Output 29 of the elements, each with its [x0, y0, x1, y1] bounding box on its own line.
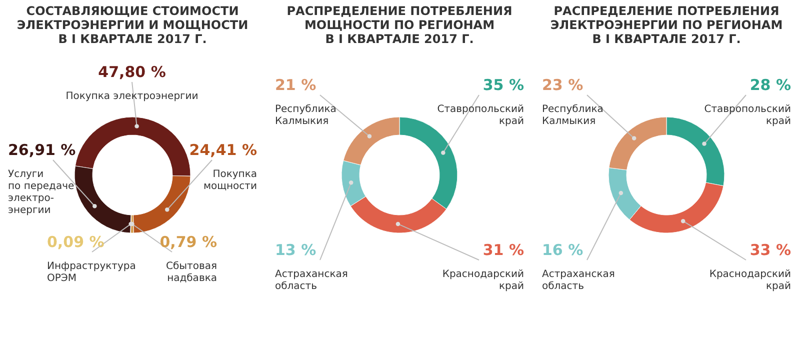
data-label: 33 % [750, 241, 791, 259]
data-label: 47,80 % [98, 63, 166, 81]
slice-label: Республика Калмыкия [275, 104, 336, 127]
slice-label: Покупка электроэнергии [66, 91, 198, 102]
slice-label: Астраханская область [275, 269, 348, 292]
slice-label: Краснодарский край [442, 269, 524, 292]
data-label: 35 % [482, 76, 524, 94]
data-label: 0,79 % [160, 233, 217, 251]
data-label: 0,09 % [47, 233, 104, 251]
slice-label: Астраханская область [542, 269, 615, 292]
data-label: 26,91 % [8, 141, 76, 159]
slice-label: Ставропольский край [704, 104, 791, 127]
chart-title: РАСПРЕДЕЛЕНИЕ ПОТРЕБЛЕНИЯ ЭЛЕКТРОЭНЕРГИИ ПО РЕГИОНАМ В I КВАРТАЛЕ 2017 Г. [550, 4, 783, 46]
data-label: 13 % [275, 241, 316, 259]
chart-title: РАСПРЕДЕЛЕНИЕ ПОТРЕБЛЕНИЯ МОЩНОСТИ ПО РЕГИОНАМ В I КВАРТАЛЕ 2017 Г. [286, 4, 512, 46]
chart-title: СОСТАВЛЯЮЩИЕ СТОИМОСТИ ЭЛЕКТРОЭНЕРГИИ И МОЩНОСТИ В I КВАРТАЛЕ 2017 Г. [16, 4, 248, 46]
data-label: 21 % [275, 76, 316, 94]
slice-label: Сбытовая надбавка [166, 261, 217, 284]
data-label: 23 % [542, 76, 584, 94]
data-label: 28 % [750, 76, 791, 94]
slice-label: Инфраструктура ОРЭМ [47, 261, 136, 284]
data-label: 24,41 % [189, 141, 257, 159]
slice-label: Краснодарский край [709, 269, 791, 292]
data-label: 16 % [542, 241, 584, 259]
slice-label: Республика Калмыкия [542, 104, 604, 127]
data-label: 31 % [482, 241, 524, 259]
slice-label: Услуги по передаче электро- энергии [8, 169, 74, 216]
slice-label: Покупка мощности [203, 169, 257, 192]
slice-label: Ставропольский край [437, 104, 524, 127]
